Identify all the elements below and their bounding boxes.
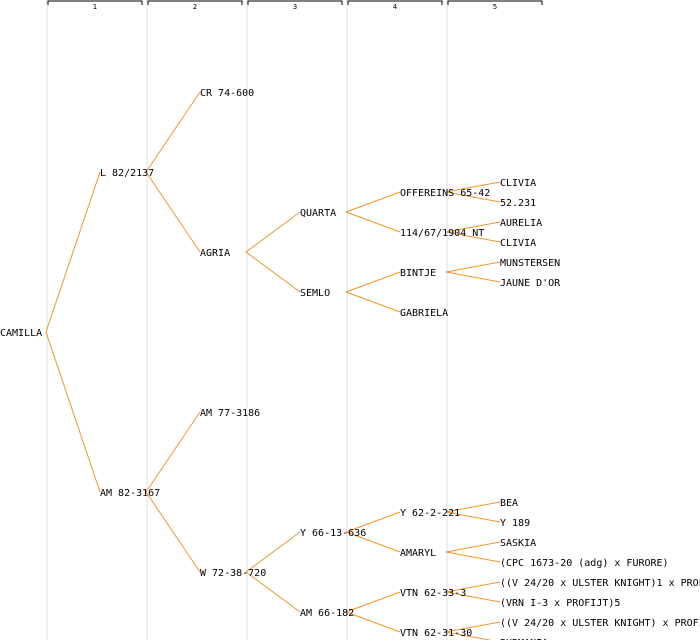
pedigree-node-label: VTN 62-31-30 xyxy=(400,628,472,639)
pedigree-node-label: CR 74-600 xyxy=(200,88,254,99)
pedigree-node-label: ((V 24/20 x ULSTER KNIGHT)1 x PROFIJT) xyxy=(500,578,700,589)
pedigree-edge xyxy=(345,191,401,213)
pedigree-edge xyxy=(445,591,501,603)
pedigree-node-label: Y 189 xyxy=(500,518,530,529)
pedigree-edge xyxy=(245,251,301,293)
generation-bracket xyxy=(47,0,143,5)
pedigree-edge xyxy=(445,271,501,283)
pedigree-edge xyxy=(145,171,201,253)
pedigree-edge xyxy=(245,531,301,573)
pedigree-edge xyxy=(245,211,301,253)
pedigree-edge xyxy=(445,501,501,513)
pedigree-node-label: CLIVIA xyxy=(500,238,536,249)
pedigree-node-label: SEMLO xyxy=(300,288,330,299)
pedigree-node-label: BURMANIA xyxy=(500,638,548,640)
pedigree-edge xyxy=(445,511,501,523)
pedigree-node-label: 114/67/1904 NT xyxy=(400,228,484,239)
pedigree-edge xyxy=(345,611,401,633)
pedigree-edge xyxy=(145,491,201,573)
pedigree-edge xyxy=(45,171,101,333)
pedigree-node-label: GABRIELA xyxy=(400,308,448,319)
pedigree-node-label: CAMILLA xyxy=(0,328,42,339)
generation-label: 3 xyxy=(293,3,297,11)
generation-bracket xyxy=(147,0,243,5)
pedigree-node-label: (CPC 1673-20 (adg) x FURORE) xyxy=(500,558,669,569)
pedigree-edge xyxy=(445,541,501,553)
generation-label: 1 xyxy=(93,3,97,11)
pedigree-node-label: L 82/2137 xyxy=(100,168,154,179)
pedigree-node-label: VTN 62-33-3 xyxy=(400,588,466,599)
pedigree-edge xyxy=(445,621,501,633)
generation-bracket xyxy=(247,0,343,5)
pedigree-node-label: MUNSTERSEN xyxy=(500,258,560,269)
generation-label: 5 xyxy=(493,3,497,11)
pedigree-node-label: AM 82-3167 xyxy=(100,488,160,499)
column-band xyxy=(446,0,448,640)
column-band xyxy=(146,0,148,640)
pedigree-edge xyxy=(345,211,401,233)
pedigree-edge xyxy=(345,531,401,553)
pedigree-node-label: BEA xyxy=(500,498,518,509)
pedigree-node-label: Y 62-2-221 xyxy=(400,508,460,519)
generation-label: 2 xyxy=(193,3,197,11)
pedigree-node-label: SASKIA xyxy=(500,538,536,549)
pedigree-node-label: JAUNE D'OR xyxy=(500,278,561,289)
pedigree-node-label: BINTJE xyxy=(400,268,436,279)
pedigree-node-label: (VRN I-3 x PROFIJT)5 xyxy=(500,598,620,609)
pedigree-edge xyxy=(345,271,401,293)
pedigree-node-label: QUARTA xyxy=(300,208,336,219)
pedigree-edge xyxy=(445,231,501,243)
pedigree-node-label: AMARYL xyxy=(400,548,436,559)
pedigree-edge xyxy=(345,591,401,613)
generation-label: 4 xyxy=(393,3,398,11)
generation-bracket xyxy=(347,0,443,5)
pedigree-node-label: Y 66-13-636 xyxy=(300,528,366,539)
pedigree-node-label: CLIVIA xyxy=(500,178,536,189)
pedigree-node-label: 52.231 xyxy=(500,198,536,209)
pedigree-node-label: ((V 24/20 x ULSTER KNIGHT) x PROFIJT) xyxy=(500,618,700,629)
column-band xyxy=(346,0,348,640)
pedigree-node-label: W 72-38-720 xyxy=(200,568,266,579)
pedigree-edge xyxy=(245,571,301,613)
pedigree-edge xyxy=(445,581,501,593)
pedigree-edge xyxy=(445,631,492,640)
column-band xyxy=(46,0,48,640)
pedigree-node-label: AM 66-182 xyxy=(300,608,354,619)
pedigree-edge xyxy=(145,411,201,493)
pedigree-edge xyxy=(45,331,101,493)
column-band xyxy=(246,0,248,640)
pedigree-edge xyxy=(345,291,401,313)
pedigree-edge xyxy=(145,91,201,173)
pedigree-edge xyxy=(445,181,501,193)
pedigree-edge xyxy=(445,261,501,273)
pedigree-node-label: AM 77-3186 xyxy=(200,408,260,419)
pedigree-edge xyxy=(345,511,401,533)
generation-bracket xyxy=(447,0,543,5)
pedigree-edge xyxy=(445,221,501,233)
pedigree-node-label: AGRIA xyxy=(200,248,230,259)
pedigree-edge xyxy=(445,191,501,203)
pedigree-node-label: AURELIA xyxy=(500,218,542,229)
pedigree-node-label: OFFEREINS 65-42 xyxy=(400,188,490,199)
pedigree-edge xyxy=(445,551,501,563)
